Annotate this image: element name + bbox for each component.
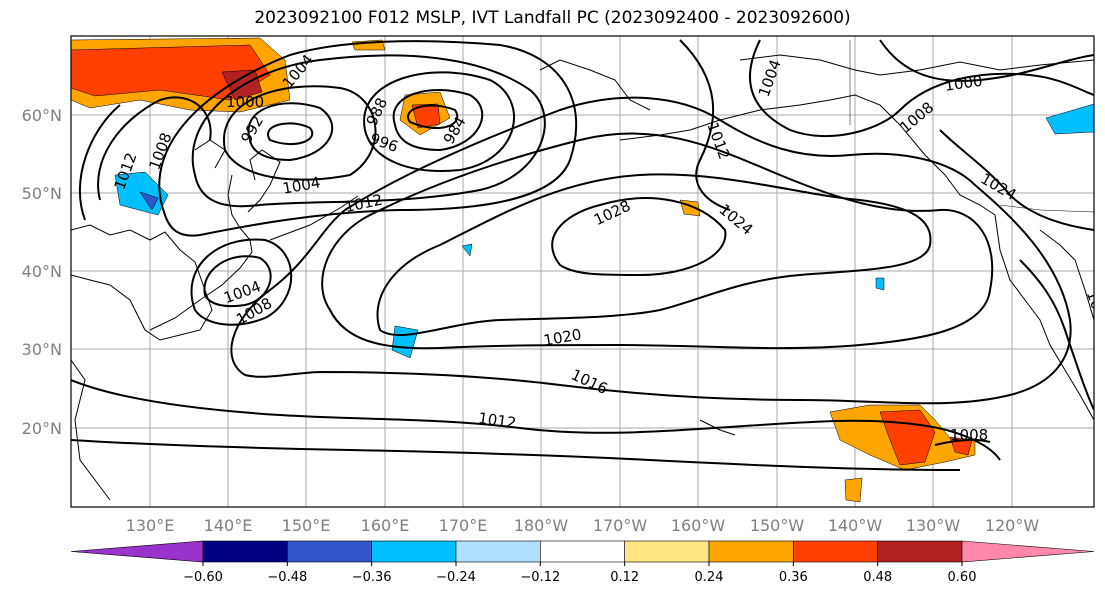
colorbar-segment (455, 540, 541, 563)
colorbar-segment (793, 540, 878, 563)
colorbar-segment (371, 540, 457, 563)
isobar-label: 1000 (943, 72, 983, 95)
lon-label: 170°E (439, 516, 488, 535)
isobar-label: 1008 (950, 426, 988, 444)
lat-label: 50°N (22, 184, 62, 203)
coastlines (71, 54, 1094, 501)
isobars (71, 39, 1094, 471)
lat-label: 30°N (22, 340, 62, 359)
colorbar-extend-high (961, 540, 1095, 563)
colorbar-tick-label: −0.36 (352, 570, 392, 585)
colorbar-segment (877, 540, 963, 563)
colorbar-tick-label: 0.60 (948, 570, 977, 585)
colorbar-segment (540, 540, 625, 563)
colorbar-tick-label: 0.36 (779, 570, 808, 585)
lon-label: 150°W (750, 516, 805, 535)
colorbar-tick-label: −0.48 (267, 570, 307, 585)
lon-label: 170°W (593, 516, 648, 535)
lon-label: 130°W (906, 516, 961, 535)
colorbar-tick-label: −0.12 (520, 570, 560, 585)
lon-label: 130°E (126, 516, 175, 535)
colorbar-tick-label: 0.12 (610, 570, 639, 585)
isobar-label: 1000 (226, 93, 264, 111)
lon-label: 140°E (204, 516, 253, 535)
map-frame (70, 35, 1095, 508)
colorbar (70, 540, 1095, 563)
lon-label: 150°E (282, 516, 331, 535)
colorbar-segment (202, 540, 288, 563)
isobar-label: 1012 (477, 409, 517, 432)
colorbar-tick-label: 0.24 (695, 570, 724, 585)
lon-label: 140°W (828, 516, 883, 535)
map-title: 2023092100 F012 MSLP, IVT Landfall PC (2… (254, 8, 851, 28)
lon-label: 180°W (514, 516, 569, 535)
lat-label: 60°N (22, 106, 62, 125)
colorbar-ticks: −0.60 −0.48 −0.36 −0.24 −0.12 0.12 0.24 0.36 0.4… (183, 562, 976, 585)
colorbar-segment (624, 540, 710, 563)
borders (849, 40, 1094, 213)
lon-label: 120°W (985, 516, 1040, 535)
isobar-label: 1012 (1083, 288, 1105, 330)
colorbar-tick-label: −0.60 (183, 570, 223, 585)
colorbar-segment (287, 540, 372, 563)
lon-label: 160°E (361, 516, 410, 535)
lon-label: 160°W (671, 516, 726, 535)
colorbar-segment (708, 540, 794, 563)
lat-axis: 60°N 50°N 40°N 30°N 20°N (22, 106, 62, 438)
lat-label: 40°N (22, 262, 62, 281)
colorbar-tick-label: 0.48 (863, 570, 892, 585)
lon-axis: 130°E 140°E 150°E 160°E 170°E 180°W 170°… (126, 516, 1040, 535)
ivt-shading (71, 37, 1094, 503)
colorbar-extend-low (70, 540, 204, 563)
lat-label: 20°N (22, 419, 62, 438)
colorbar-tick-label: −0.24 (436, 570, 476, 585)
